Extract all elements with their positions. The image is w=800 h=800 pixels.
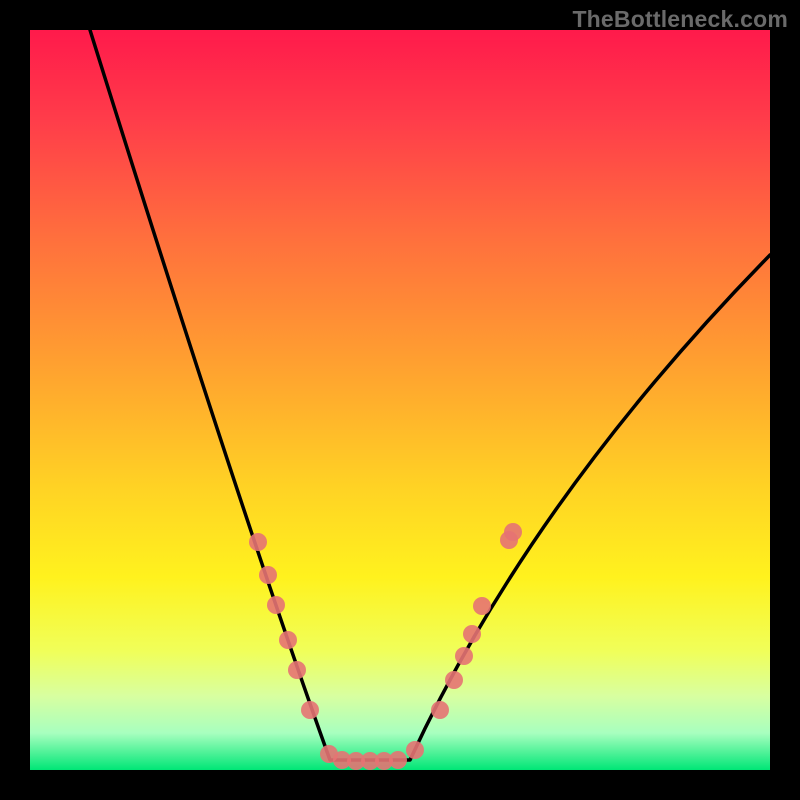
data-marker (463, 625, 481, 643)
data-marker (267, 596, 285, 614)
plot-gradient-background (30, 30, 770, 770)
data-marker (389, 751, 407, 769)
data-marker (279, 631, 297, 649)
data-marker (288, 661, 306, 679)
data-marker (301, 701, 319, 719)
data-marker (473, 597, 491, 615)
chart-stage: TheBottleneck.com (0, 0, 800, 800)
data-marker (455, 647, 473, 665)
data-marker (406, 741, 424, 759)
bottleneck-chart (0, 0, 800, 800)
data-marker (504, 523, 522, 541)
data-marker (431, 701, 449, 719)
data-marker (249, 533, 267, 551)
data-marker (445, 671, 463, 689)
data-marker (259, 566, 277, 584)
